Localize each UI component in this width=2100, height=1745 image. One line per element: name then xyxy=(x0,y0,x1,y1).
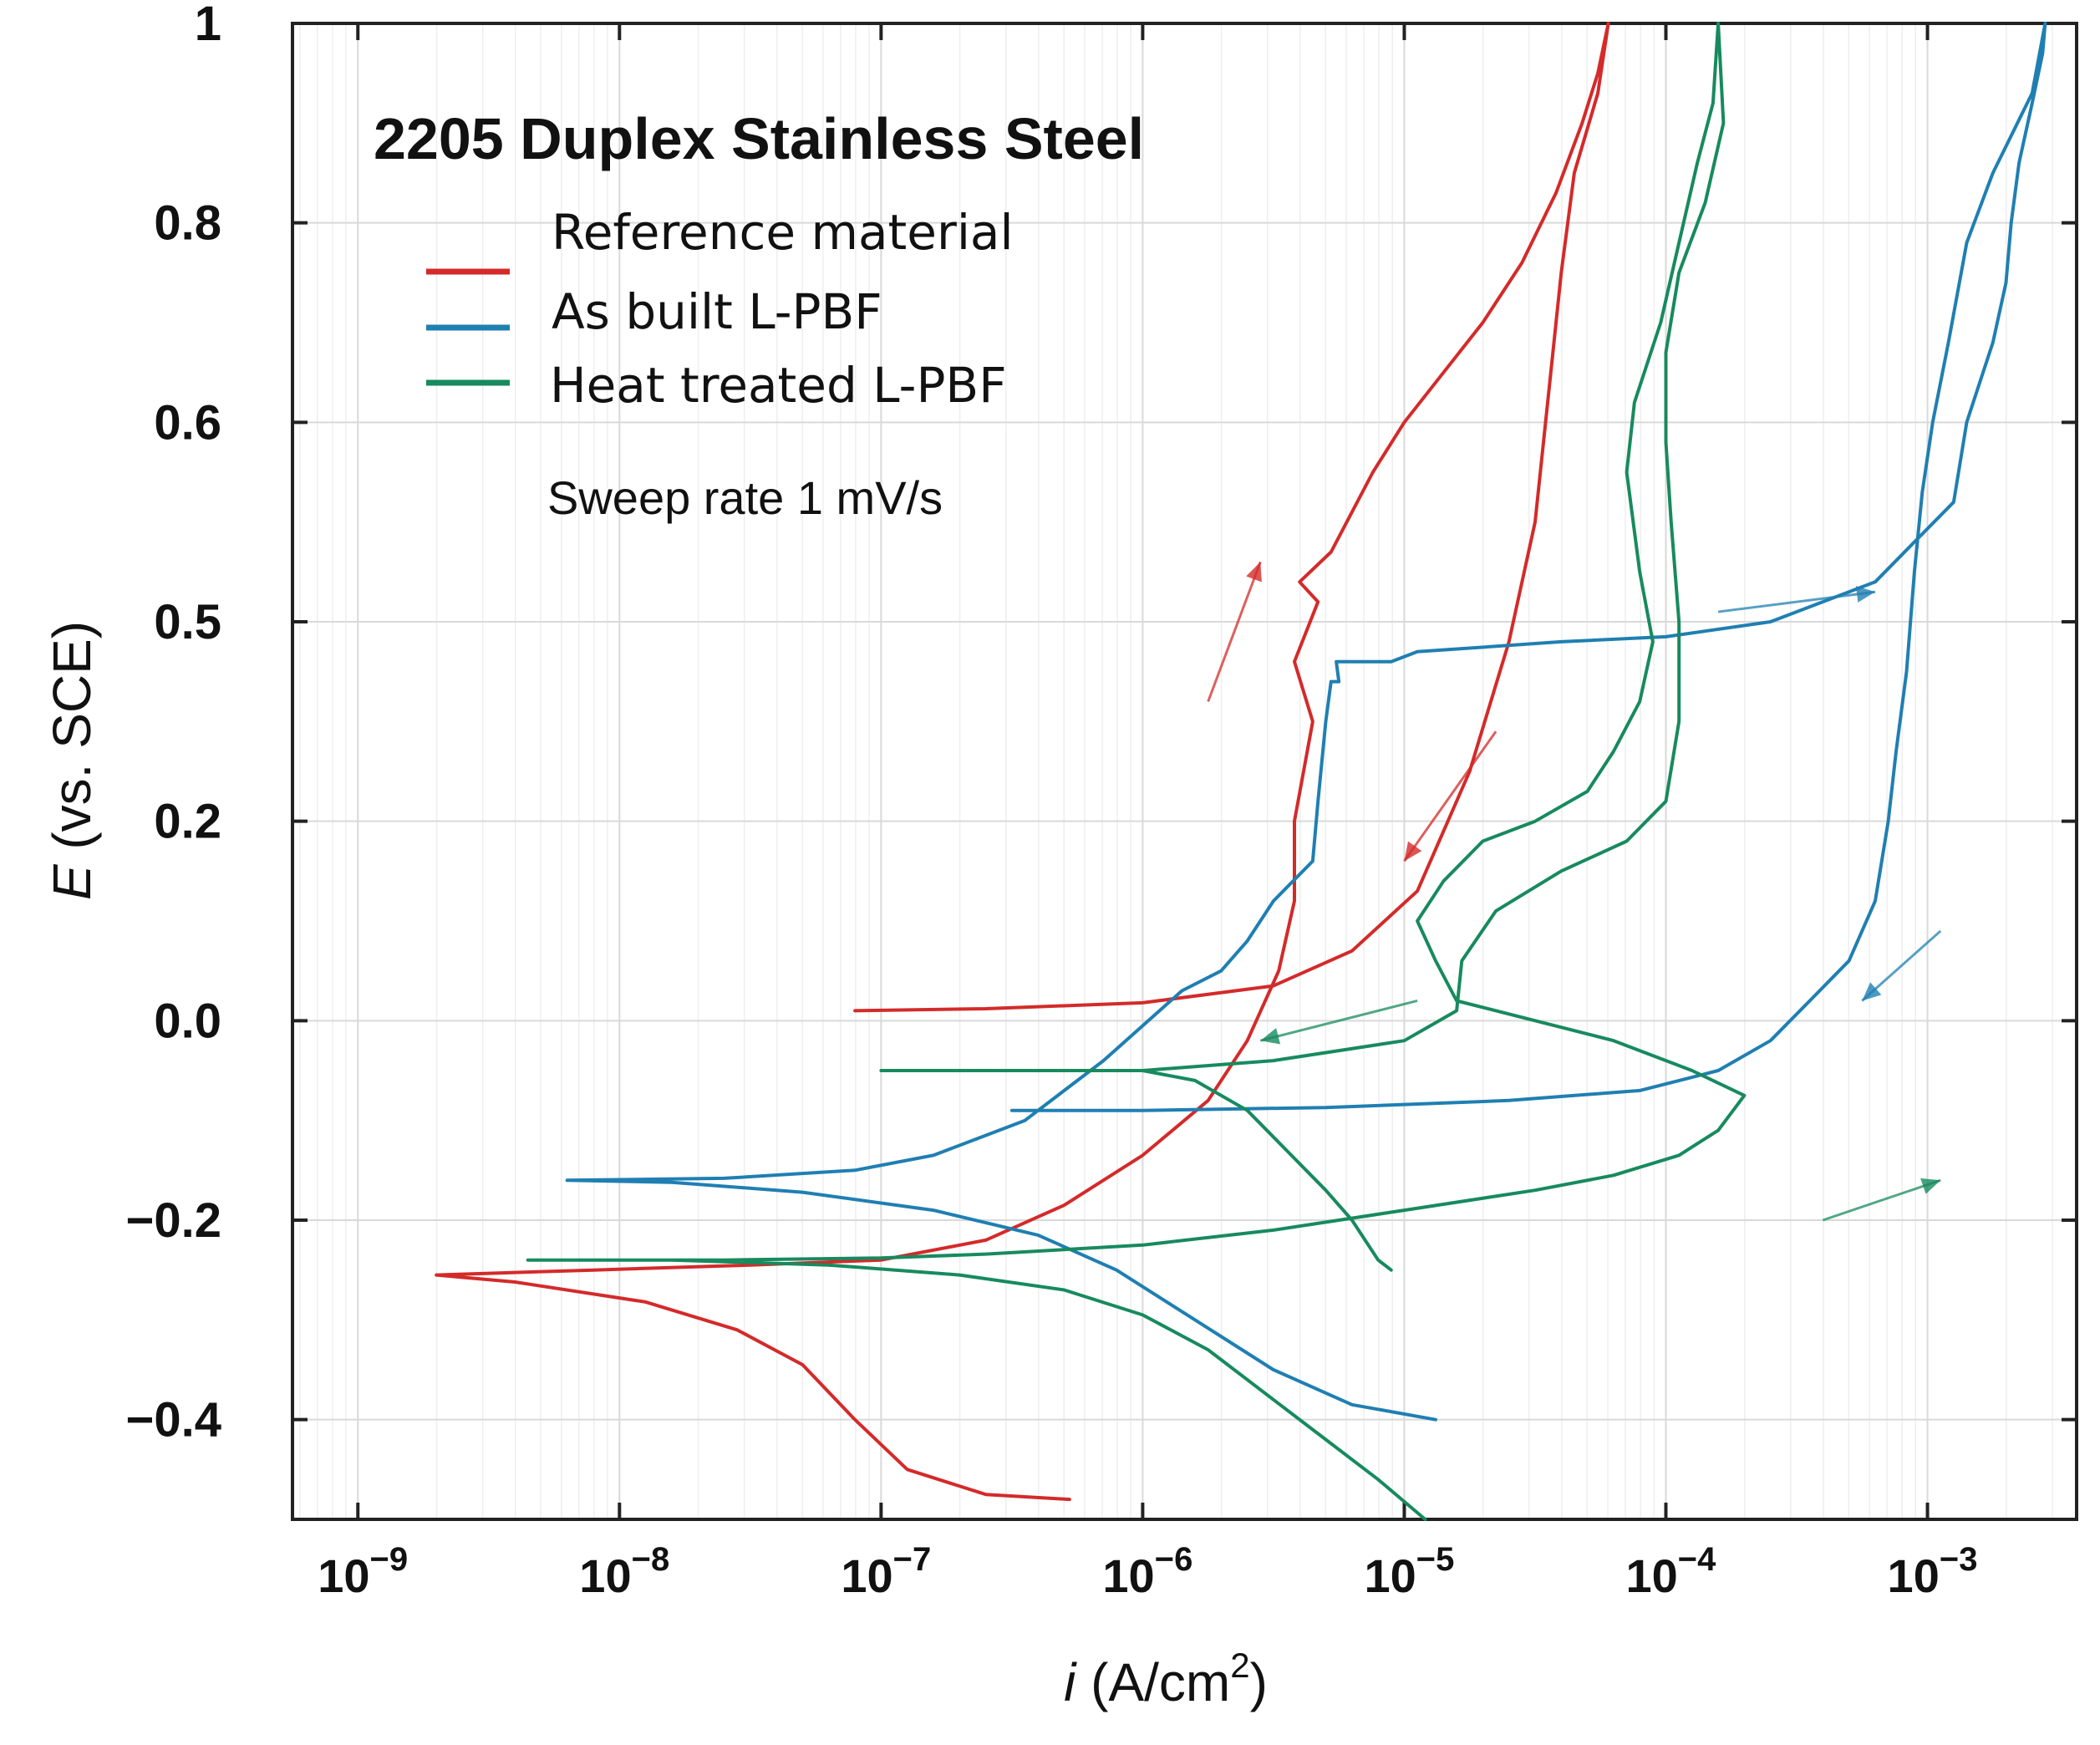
x-tick-label: 10−8 xyxy=(579,1541,669,1602)
x-axis-var: i xyxy=(1064,1652,1077,1712)
sweep-arrow xyxy=(1207,561,1262,702)
legend: Reference material As built L-PBF Heat t… xyxy=(426,204,1014,414)
legend-label-heat-treated-lpbf: Heat treated L-PBF xyxy=(550,357,1007,414)
x-tick-label: 10−9 xyxy=(318,1541,408,1602)
series-line-reference-material xyxy=(435,22,1610,1502)
y-tick-label: −0.2 xyxy=(126,1193,222,1248)
y-axis-title: E (vs. SCE) xyxy=(42,621,102,900)
x-axis-unit-close: ) xyxy=(1250,1652,1268,1712)
y-tick-label: −0.4 xyxy=(126,1393,222,1447)
series-line-heat-treated-l-pbf xyxy=(526,22,1747,1521)
series-line-as-built-l-pbf xyxy=(565,22,2047,1422)
sweep-arrow xyxy=(1717,586,1876,613)
sweep-arrow-shaft xyxy=(1403,730,1497,862)
y-tick-label: 1 xyxy=(195,0,221,51)
x-axis-unit-sup: 2 xyxy=(1230,1646,1249,1685)
y-axis-var: E xyxy=(42,863,102,900)
sweep-arrow xyxy=(1822,1178,1941,1222)
sweep-rate-annotation: Sweep rate 1 mV/s xyxy=(547,471,943,524)
sweep-direction-arrows xyxy=(1207,561,1942,1222)
x-tick-label: 10−3 xyxy=(1888,1541,1978,1602)
x-axis-ticks: 10−9 10−8 10−7 10−6 10−5 10−4 10−3 xyxy=(318,23,1977,1602)
y-tick-label: 0.5 xyxy=(154,595,221,649)
sweep-arrow-head xyxy=(1246,562,1262,583)
x-tick-label: 10−7 xyxy=(841,1541,931,1602)
sweep-arrow xyxy=(1403,730,1497,862)
chart-title: 2205 Duplex Stainless Steel xyxy=(374,106,1144,171)
sweep-arrow-shaft xyxy=(1717,590,1876,613)
legend-label-reference-material: Reference material xyxy=(552,204,1014,261)
y-tick-label: 0.6 xyxy=(154,395,221,450)
x-tick-label: 10−5 xyxy=(1364,1541,1454,1602)
x-axis-unit: (A/cm xyxy=(1075,1652,1230,1712)
x-tick-label: 10−6 xyxy=(1102,1541,1192,1602)
x-tick-label: 10−4 xyxy=(1626,1541,1717,1602)
plot-frame xyxy=(291,22,2078,1521)
sweep-arrow-head xyxy=(1862,982,1882,1001)
y-axis-unit: (vs. SCE) xyxy=(42,621,102,865)
x-axis-title: i (A/cm2) xyxy=(1064,1646,1268,1712)
y-tick-label: 0.2 xyxy=(154,795,221,849)
sweep-arrow-shaft xyxy=(1822,1178,1941,1222)
sweep-arrow-head xyxy=(1855,586,1875,603)
sweep-arrow xyxy=(1259,1000,1418,1045)
y-tick-label: 0.8 xyxy=(154,196,221,251)
sweep-arrow xyxy=(1861,929,1942,1002)
data-series xyxy=(435,22,2047,1521)
y-tick-label: 0.0 xyxy=(154,994,221,1048)
sweep-arrow-head xyxy=(1260,1028,1281,1045)
y-axis-ticks: 1 0.8 0.6 0.5 0.2 0.0 −0.2 −0.4 xyxy=(126,0,2077,1447)
sweep-arrow-shaft xyxy=(1259,1000,1418,1042)
sweep-arrow-shaft xyxy=(1207,561,1262,702)
sweep-arrow-head xyxy=(1404,841,1422,862)
legend-label-as-built-lpbf: As built L-PBF xyxy=(552,283,882,340)
sweep-arrow-head xyxy=(1920,1178,1941,1194)
